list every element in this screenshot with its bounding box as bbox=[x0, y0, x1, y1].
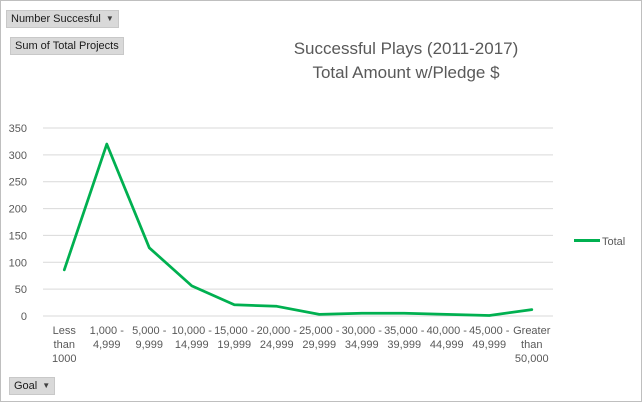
axis-field-button[interactable]: Goal ▼ bbox=[9, 377, 56, 395]
x-tick-label: 40,000 -44,999 bbox=[427, 325, 468, 351]
dropdown-arrow-icon[interactable]: ▼ bbox=[42, 381, 51, 390]
y-tick-label: 350 bbox=[9, 123, 27, 135]
y-tick-label: 100 bbox=[9, 257, 27, 269]
values-field-label: Sum of Total Projects bbox=[15, 40, 119, 52]
y-tick-label: 50 bbox=[15, 284, 27, 296]
x-tick-label: Greater than 50,000 bbox=[513, 325, 551, 365]
legend-swatch bbox=[574, 239, 600, 242]
dropdown-arrow-icon[interactable]: ▼ bbox=[105, 14, 114, 23]
chart-title-line1: Successful Plays (2011-2017) bbox=[293, 39, 519, 58]
x-tick-label: Less than 1000 bbox=[52, 325, 76, 365]
y-tick-label: 300 bbox=[9, 150, 27, 162]
x-tick-label: 1,000 -4,999 bbox=[90, 325, 125, 351]
axis-field-label: Goal bbox=[14, 380, 38, 392]
values-field-button[interactable]: Sum of Total Projects bbox=[10, 37, 124, 55]
x-tick-label: 35,000 -39,999 bbox=[384, 325, 425, 351]
x-tick-label: 20,000 -24,999 bbox=[257, 325, 298, 351]
x-tick-label: 30,000 -34,999 bbox=[342, 325, 383, 351]
series-line-total bbox=[62, 142, 534, 317]
legend: Total bbox=[574, 236, 625, 248]
x-tick-label: 5,000 -9,999 bbox=[132, 325, 167, 351]
y-tick-label: 150 bbox=[9, 230, 27, 242]
y-tick-label: 250 bbox=[9, 177, 27, 189]
y-tick-label: 200 bbox=[9, 204, 27, 216]
y-tick-label: 0 bbox=[21, 311, 27, 323]
filter-field-button[interactable]: Number Succesful ▼ bbox=[6, 10, 119, 28]
x-tick-label: 15,000 -19,999 bbox=[214, 325, 255, 351]
filter-field-label: Number Succesful bbox=[11, 13, 101, 25]
x-tick-label: 45,000 -49,999 bbox=[469, 325, 510, 351]
legend-label: Total bbox=[602, 236, 626, 248]
chart-title-line2: Total Amount w/Pledge $ bbox=[312, 63, 500, 82]
x-tick-label: 25,000 -29,999 bbox=[299, 325, 340, 351]
chart-title: Successful Plays (2011-2017) Total Amoun… bbox=[261, 37, 551, 85]
x-tick-label: 10,000 -14,999 bbox=[172, 325, 213, 351]
